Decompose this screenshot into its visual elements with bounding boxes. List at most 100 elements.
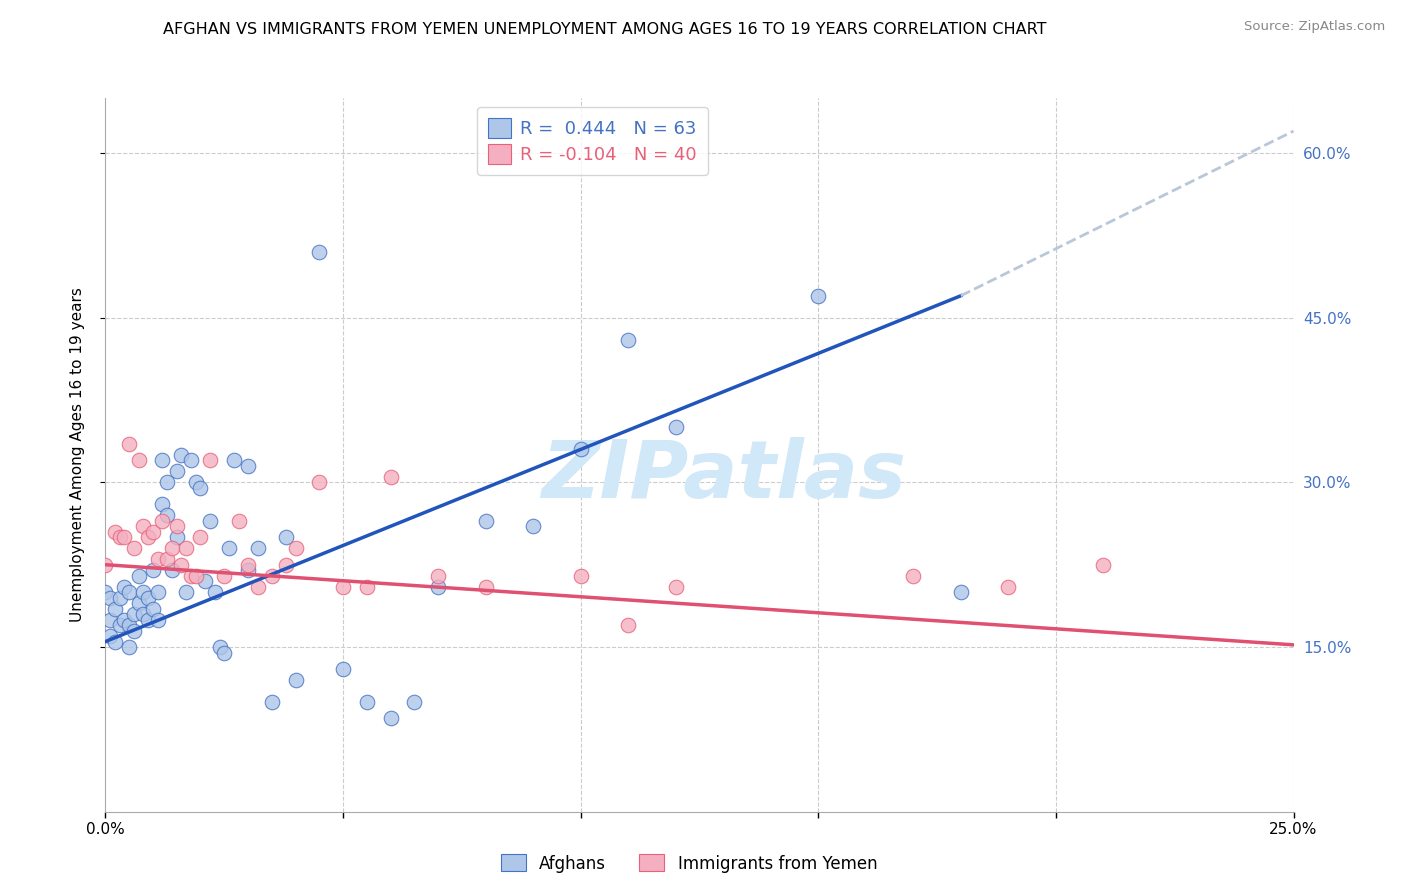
Point bbox=[194, 574, 217, 589]
Point bbox=[184, 568, 207, 582]
Point bbox=[104, 601, 127, 615]
Point bbox=[114, 580, 136, 594]
Point bbox=[427, 568, 450, 582]
Y-axis label: Unemployment Among Ages 16 to 19 years: Unemployment Among Ages 16 to 19 years bbox=[70, 287, 84, 623]
Point bbox=[427, 580, 450, 594]
Point bbox=[122, 541, 145, 556]
Point bbox=[142, 524, 165, 539]
Point bbox=[94, 585, 117, 599]
Point bbox=[128, 453, 150, 467]
Point bbox=[274, 558, 297, 572]
Point bbox=[617, 618, 640, 632]
Point bbox=[236, 563, 259, 577]
Point bbox=[190, 481, 212, 495]
Point bbox=[198, 453, 221, 467]
Legend: R =  0.444   N = 63, R = -0.104   N = 40: R = 0.444 N = 63, R = -0.104 N = 40 bbox=[477, 107, 709, 175]
Point bbox=[136, 613, 159, 627]
Point bbox=[152, 453, 174, 467]
Point bbox=[274, 530, 297, 544]
Point bbox=[949, 585, 972, 599]
Point bbox=[118, 585, 141, 599]
Point bbox=[166, 530, 188, 544]
Point bbox=[122, 607, 145, 621]
Point bbox=[198, 514, 221, 528]
Point bbox=[118, 618, 141, 632]
Point bbox=[380, 711, 402, 725]
Point bbox=[174, 585, 197, 599]
Point bbox=[246, 541, 269, 556]
Point bbox=[118, 640, 141, 654]
Point bbox=[284, 541, 307, 556]
Text: ZIPatlas: ZIPatlas bbox=[541, 437, 905, 516]
Point bbox=[260, 695, 283, 709]
Point bbox=[617, 333, 640, 347]
Point bbox=[114, 613, 136, 627]
Point bbox=[136, 591, 159, 605]
Point bbox=[214, 568, 236, 582]
Point bbox=[807, 289, 830, 303]
Point bbox=[180, 568, 202, 582]
Point bbox=[108, 591, 131, 605]
Point bbox=[128, 568, 150, 582]
Point bbox=[170, 558, 193, 572]
Point bbox=[214, 646, 236, 660]
Point bbox=[522, 519, 544, 533]
Point bbox=[665, 420, 688, 434]
Point bbox=[94, 558, 117, 572]
Point bbox=[166, 464, 188, 478]
Point bbox=[152, 497, 174, 511]
Point bbox=[136, 530, 159, 544]
Point bbox=[228, 514, 250, 528]
Point bbox=[184, 475, 207, 490]
Point bbox=[1092, 558, 1115, 572]
Point bbox=[156, 552, 179, 566]
Point bbox=[108, 618, 131, 632]
Point bbox=[284, 673, 307, 687]
Legend: Afghans, Immigrants from Yemen: Afghans, Immigrants from Yemen bbox=[494, 847, 884, 880]
Point bbox=[404, 695, 426, 709]
Point bbox=[236, 458, 259, 473]
Point bbox=[308, 475, 330, 490]
Point bbox=[665, 580, 688, 594]
Point bbox=[152, 514, 174, 528]
Point bbox=[98, 613, 121, 627]
Point bbox=[114, 530, 136, 544]
Point bbox=[569, 442, 592, 457]
Point bbox=[122, 624, 145, 638]
Point bbox=[146, 613, 169, 627]
Point bbox=[260, 568, 283, 582]
Text: AFGHAN VS IMMIGRANTS FROM YEMEN UNEMPLOYMENT AMONG AGES 16 TO 19 YEARS CORRELATI: AFGHAN VS IMMIGRANTS FROM YEMEN UNEMPLOY… bbox=[163, 22, 1046, 37]
Point bbox=[997, 580, 1019, 594]
Point bbox=[160, 563, 183, 577]
Point bbox=[903, 568, 925, 582]
Point bbox=[98, 591, 121, 605]
Point bbox=[236, 558, 259, 572]
Point bbox=[474, 514, 496, 528]
Point bbox=[332, 580, 354, 594]
Point bbox=[174, 541, 197, 556]
Point bbox=[132, 585, 155, 599]
Point bbox=[204, 585, 226, 599]
Point bbox=[142, 601, 165, 615]
Point bbox=[104, 634, 127, 648]
Point bbox=[180, 453, 202, 467]
Point bbox=[246, 580, 269, 594]
Point bbox=[132, 519, 155, 533]
Point bbox=[356, 580, 378, 594]
Point bbox=[222, 453, 245, 467]
Point bbox=[156, 475, 179, 490]
Point bbox=[308, 244, 330, 259]
Point bbox=[569, 568, 592, 582]
Point bbox=[98, 629, 121, 643]
Point bbox=[128, 596, 150, 610]
Point bbox=[146, 585, 169, 599]
Point bbox=[156, 508, 179, 523]
Point bbox=[356, 695, 378, 709]
Point bbox=[142, 563, 165, 577]
Point bbox=[190, 530, 212, 544]
Point bbox=[380, 470, 402, 484]
Point bbox=[332, 662, 354, 676]
Point bbox=[146, 552, 169, 566]
Point bbox=[166, 519, 188, 533]
Point bbox=[160, 541, 183, 556]
